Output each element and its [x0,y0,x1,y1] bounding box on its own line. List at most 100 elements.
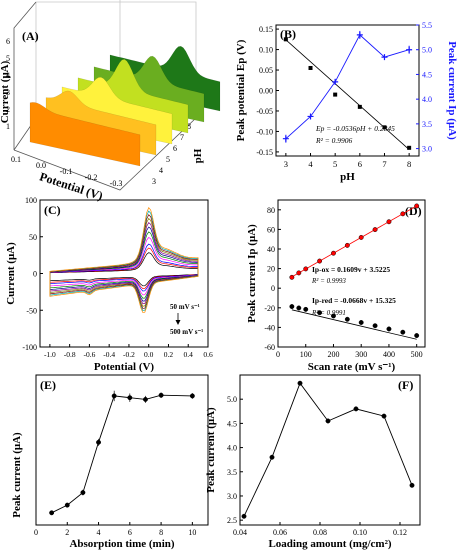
data-point [331,250,336,256]
panel-b: (B) 3 4 5 6 7 8 -0.15 -0.10 -0.05 0.00 0.05 0.10 0.15… [235,21,458,183]
series-line [51,394,193,514]
data-point [283,37,288,42]
panel-c: (C) -1.0 -0.8 -0.6 -0.4 -0.2 0.0 0.2 0.4 0.6 -100 -… [5,196,213,373]
data-point [111,393,117,399]
y2-tick-label: 5.5 [422,21,432,30]
annotation: 50 mV s⁻¹ [170,303,200,311]
data-point [289,274,295,280]
x-axis-label: Loading amount (mg/cm²) [268,538,391,550]
data-point [409,482,415,488]
y-tick-label: 0.00 [259,87,273,96]
fit-line [291,309,417,340]
axis-box [35,0,197,119]
plot-frame [277,199,426,348]
y-tick-label: -20 [264,304,275,313]
y-axis-label: Peak potential Ep (V) [235,39,247,141]
z-tick-label: 8 [187,122,191,131]
y-tick-label: 0.15 [259,25,273,34]
z-tick-label: 3 [152,177,156,186]
y-tick-label: 4 [6,71,10,80]
y-tick-label: -100 [22,343,37,352]
y2-tick-label: 3.0 [422,145,432,154]
y-tick-label: 100 [25,196,37,205]
fit-line [291,205,417,278]
waterfall-slice [29,102,141,167]
y-tick-label: -0.15 [256,148,273,157]
y2-tick-label: 3.5 [422,120,432,129]
data-point [372,227,378,233]
x-tick-label: 400 [383,350,395,359]
y-tick-label: -60 [264,343,275,352]
y-tick-label: 5 [6,54,10,63]
x-tick-label: -0.4 [103,350,115,359]
x-tick-label: 0 [34,528,38,537]
x-tick-label: 6 [128,528,132,537]
annotation: Ep = -0.0536pH + 0.2845 [315,124,395,133]
y-tick-label: 3.0 [227,492,237,501]
data-point [407,145,412,150]
data-point [382,125,387,130]
y-axis-label: Peak current Ip (μA) [246,224,258,323]
annotation: 500 mV s⁻¹ [170,328,203,336]
y-tick-label: 0.10 [259,46,273,55]
cv-curve [49,214,199,309]
data-point [80,490,86,496]
y-axis-label: Current (μA) [0,60,11,123]
data-point [414,203,420,209]
y2-tick-label: 5.0 [422,46,432,55]
data-point [358,320,364,325]
y-tick-label: -50 [26,306,37,315]
data-point [297,380,303,386]
annotation: R² = 0.9991 [311,309,346,317]
z-axis-label: pH [192,148,204,163]
data-point [331,313,336,319]
y-axis-label: Peak current (μA) [205,407,217,493]
annotation: R² = 0.9906 [315,136,353,145]
x-tick-label: 0.1 [11,155,21,164]
x-tick-label: 7 [382,159,386,169]
x-tick-label: 0 [276,350,280,359]
y2-axis-label: Peak current Ip (μA) [446,41,458,140]
panel-label: (C) [44,203,61,217]
data-point [49,510,55,516]
x-tick-label: 5 [333,159,337,169]
x-tick-label: 4 [97,528,101,537]
y-tick-label: 50 [29,233,37,242]
y-tick-label: 60 [267,225,275,234]
x-tick-label: 3 [284,159,288,169]
y-axis-label: Current (μA) [5,242,17,305]
y-tick-label: 2.5 [227,516,237,525]
y-tick-label: 0 [271,284,275,293]
data-point [289,304,295,309]
x-tick-label: -1.0 [44,350,56,359]
panel-label: (A) [22,29,39,43]
plot-frame [35,374,209,526]
y-tick-label: 20 [267,265,275,274]
data-point [400,211,406,217]
plot-frame [39,199,209,348]
x-tick-label: 300 [355,350,367,359]
y-tick-label: 1 [6,122,10,131]
data-point [381,413,387,419]
data-point [189,393,195,399]
x-tick-label: 2 [65,528,69,537]
x-tick-label: -0.1 [60,167,73,176]
y-tick-label: -40 [264,323,275,332]
x-tick-label: 0.10 [353,528,367,537]
y-tick-label: 3 [6,88,10,97]
data-point [269,454,275,460]
x-tick-label: -0.3 [110,179,123,188]
data-point [357,104,362,109]
annotation: Ip-red = -0.0668v + 15.325 [312,296,396,305]
y-tick-label: 0 [33,270,37,279]
x-tick-label: 4 [308,159,313,169]
x-tick-label: 0.08 [313,528,327,537]
cv-curve [49,207,199,313]
fit-line [285,39,410,150]
data-point [386,219,392,225]
x-tick-label: 0.0 [36,161,46,170]
data-point [296,305,302,311]
annotation-arrowhead [175,320,181,325]
y-tick-label: 3.5 [227,468,237,477]
